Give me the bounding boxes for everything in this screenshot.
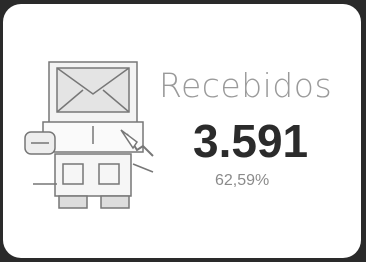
stat-card: Recebidos 3.591 62,59%: [3, 4, 361, 258]
card-title: Recebidos: [159, 66, 332, 105]
count-value: 3.591: [193, 114, 308, 168]
percentage-value: 62,59%: [215, 172, 269, 190]
